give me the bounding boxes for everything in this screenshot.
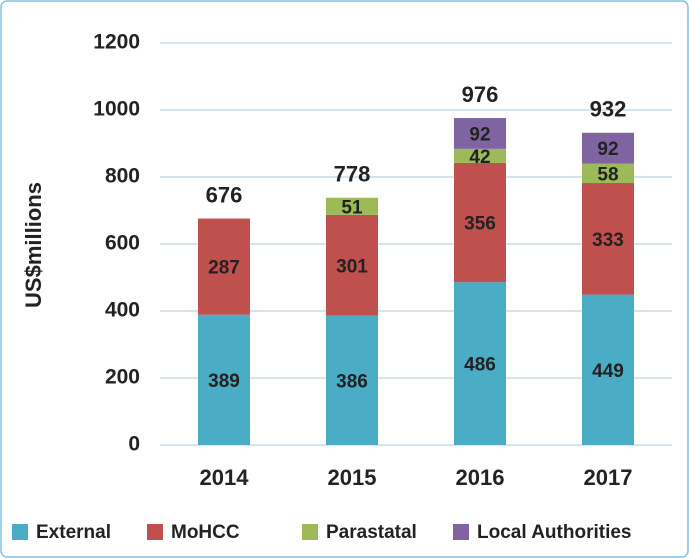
data-label: 301 — [336, 256, 368, 277]
data-label: 486 — [464, 355, 496, 376]
y-tick-label: 0 — [128, 433, 140, 456]
bar-segment — [582, 294, 634, 445]
bar-segment — [198, 314, 250, 445]
bar-segment — [454, 118, 506, 149]
bar-segment — [582, 163, 634, 184]
x-tick-label: 2015 — [328, 465, 377, 490]
data-label: 356 — [464, 214, 496, 235]
legend-label: External — [36, 522, 111, 543]
total-label: 932 — [590, 97, 627, 122]
bar-segment — [582, 132, 634, 164]
bar-segment — [198, 218, 250, 315]
bar-segment — [326, 315, 378, 445]
legend-label: MoHCC — [171, 522, 240, 543]
legend-label: Parastatal — [326, 522, 417, 543]
y-tick-label: 1200 — [93, 31, 140, 54]
bar-segment — [454, 148, 506, 163]
legend-swatch — [302, 524, 318, 540]
data-label: 386 — [336, 371, 368, 392]
bar-segment — [454, 282, 506, 445]
legend-label: Local Authorities — [477, 522, 631, 543]
bar-segment — [582, 183, 634, 295]
data-label: 449 — [592, 361, 624, 382]
y-tick-label: 400 — [105, 299, 140, 322]
total-label: 778 — [334, 162, 371, 187]
y-tick-label: 200 — [105, 366, 140, 389]
y-tick-label: 1000 — [93, 98, 140, 121]
y-axis-label: US$millions — [21, 182, 46, 308]
data-label: 92 — [469, 124, 490, 145]
legend-swatch — [12, 524, 28, 540]
data-label: 42 — [469, 147, 490, 168]
data-label: 333 — [592, 230, 624, 251]
bar-segment — [326, 214, 378, 316]
x-tick-label: 2016 — [456, 465, 505, 490]
legend-swatch — [147, 524, 163, 540]
y-tick-label: 800 — [105, 165, 140, 188]
bar-segment — [326, 197, 378, 215]
data-label: 58 — [597, 164, 618, 185]
data-label: 389 — [208, 371, 240, 392]
y-tick-label: 600 — [105, 232, 140, 255]
x-tick-label: 2017 — [584, 465, 633, 490]
data-label: 92 — [597, 139, 618, 160]
bar-segment — [454, 162, 506, 283]
legend-swatch — [453, 524, 469, 540]
data-label: 287 — [208, 258, 240, 279]
total-label: 976 — [462, 82, 499, 107]
total-label: 676 — [206, 182, 243, 207]
x-tick-label: 2014 — [200, 465, 250, 490]
data-label: 51 — [341, 197, 363, 218]
